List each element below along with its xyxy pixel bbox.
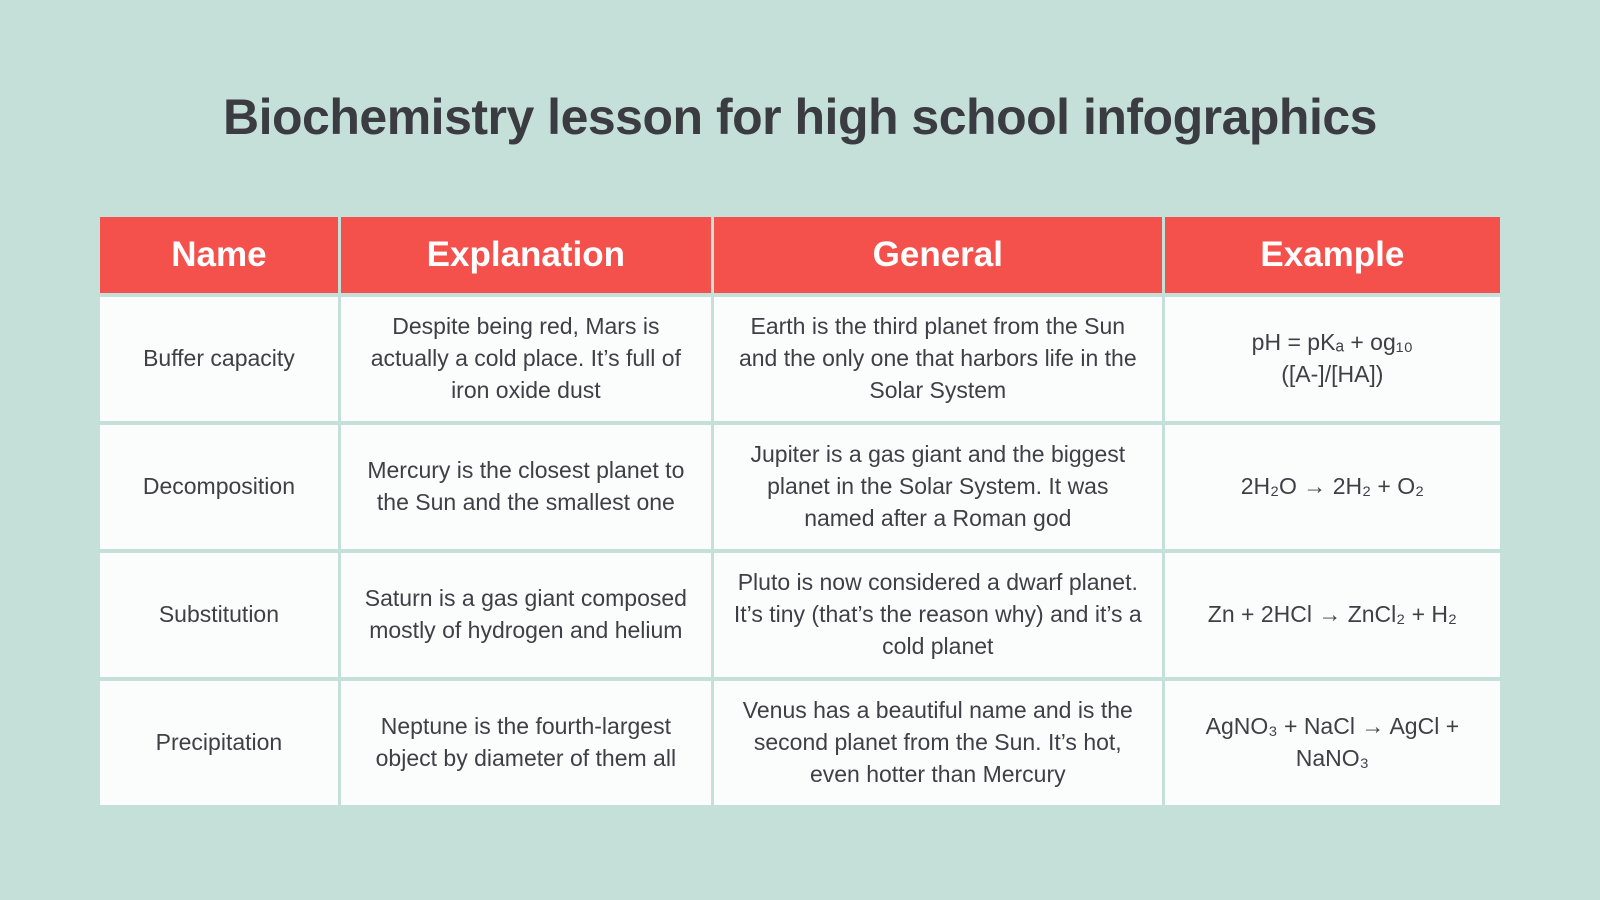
table-body: Buffer capacity Despite being red, Mars …	[100, 297, 1500, 805]
cell-name: Precipitation	[100, 681, 338, 805]
table-row-buffer-capacity: Buffer capacity Despite being red, Mars …	[100, 297, 1500, 421]
cell-example: pH = pKₐ + og₁₀ ([A-]/[HA])	[1164, 297, 1500, 421]
cell-name: Buffer capacity	[100, 297, 338, 421]
cell-general: Jupiter is a gas giant and the biggest p…	[713, 425, 1162, 549]
cell-name: Substitution	[100, 553, 338, 677]
page-title: Biochemistry lesson for high school info…	[223, 89, 1377, 145]
cell-explanation: Saturn is a gas giant composed mostly of…	[340, 553, 711, 677]
header-cell-name: Name	[100, 217, 338, 293]
cell-general: Venus has a beautiful name and is the se…	[713, 681, 1162, 805]
cell-example: 2H₂O → 2H₂ + O₂	[1164, 425, 1500, 549]
cell-explanation: Neptune is the fourth-largest object by …	[340, 681, 711, 805]
cell-explanation: Mercury is the closest planet to the Sun…	[340, 425, 711, 549]
header-cell-explanation: Explanation	[340, 217, 711, 293]
cell-general: Pluto is now considered a dwarf planet. …	[713, 553, 1162, 677]
header-cell-example: Example	[1164, 217, 1500, 293]
table-header: Name Explanation General Example	[100, 217, 1500, 293]
table-row-precipitation: Precipitation Neptune is the fourth-larg…	[100, 681, 1500, 805]
table-row-substitution: Substitution Saturn is a gas giant compo…	[100, 553, 1500, 677]
cell-explanation: Despite being red, Mars is actually a co…	[340, 297, 711, 421]
info-table: Name Explanation General Example Buffer …	[97, 213, 1503, 809]
cell-general: Earth is the third planet from the Sun a…	[713, 297, 1162, 421]
cell-name: Decomposition	[100, 425, 338, 549]
cell-example: AgNO₃ + NaCl → AgCl + NaNO₃	[1164, 681, 1500, 805]
cell-example: Zn + 2HCl → ZnCl₂ + H₂	[1164, 553, 1500, 677]
header-cell-general: General	[713, 217, 1162, 293]
table-row-decomposition: Decomposition Mercury is the closest pla…	[100, 425, 1500, 549]
header-row: Name Explanation General Example	[100, 217, 1500, 293]
